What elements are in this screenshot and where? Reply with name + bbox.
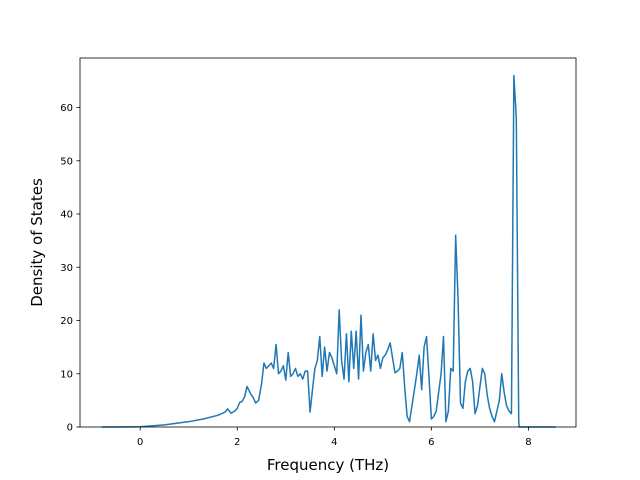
dos-series-line [101, 74, 556, 428]
x-tick-label: 2 [234, 437, 240, 448]
x-axis-label: Frequency (THz) [267, 456, 389, 474]
y-tick-label: 50 [60, 156, 73, 167]
y-axis-label: Density of States [28, 178, 46, 307]
x-tick-label: 8 [525, 437, 531, 448]
x-axis-ticks: 0 2 4 6 8 [137, 427, 532, 448]
y-tick-label: 40 [60, 210, 73, 221]
axes-frame [79, 57, 577, 428]
x-tick-label: 6 [428, 437, 434, 448]
y-tick-label: 30 [60, 263, 73, 274]
y-tick-label: 0 [67, 423, 73, 434]
x-tick-label: 4 [331, 437, 337, 448]
x-tick-label: 0 [137, 437, 143, 448]
y-tick-label: 60 [60, 103, 73, 114]
y-tick-label: 20 [60, 316, 73, 327]
y-tick-label: 10 [60, 369, 73, 380]
y-axis-ticks: 0 10 20 30 40 50 60 [60, 103, 80, 434]
